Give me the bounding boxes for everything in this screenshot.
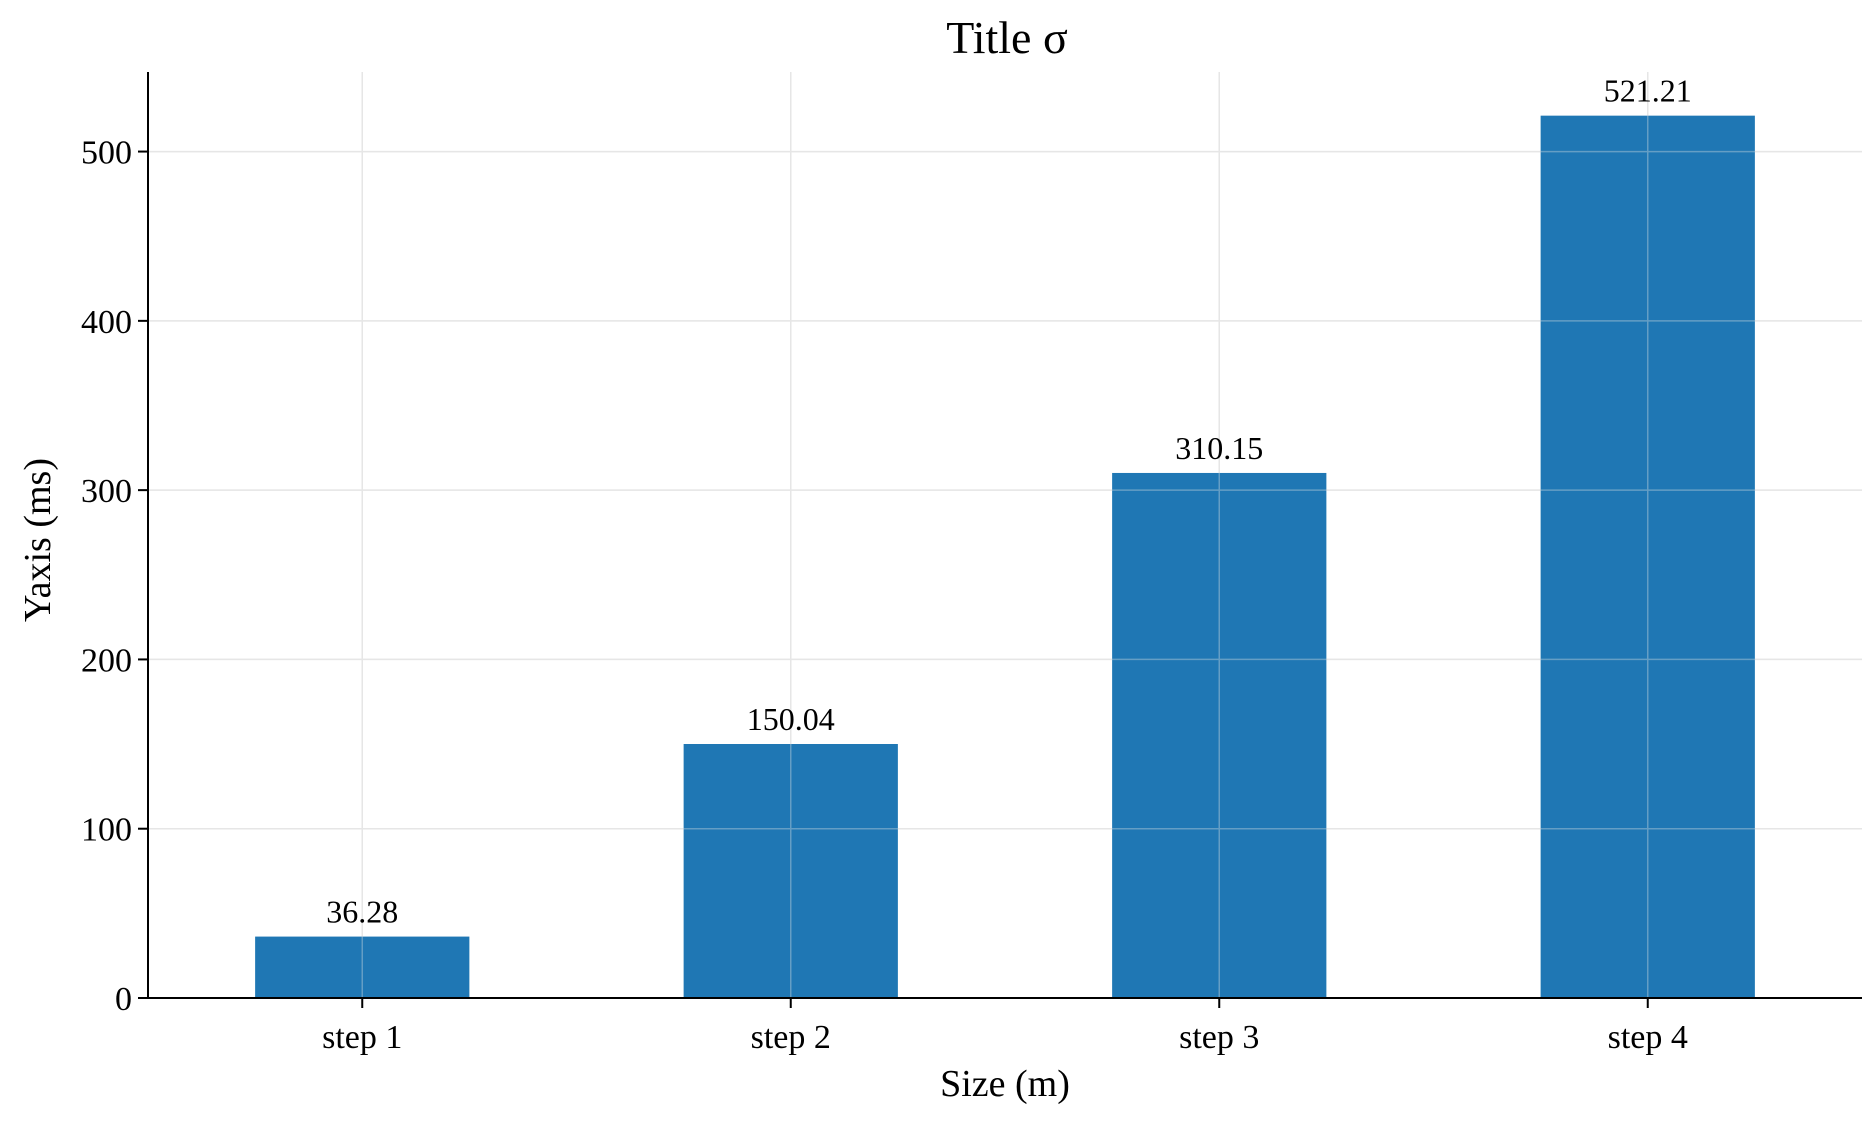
y-tick-label: 500 [81, 135, 132, 172]
y-axis-ticks: 0 100 200 300 400 500 [81, 135, 148, 1018]
chart-title-text: Title σ [946, 12, 1068, 63]
x-tick-label: step 2 [751, 1019, 831, 1056]
y-tick-label: 200 [81, 642, 132, 679]
y-tick-label: 100 [81, 812, 132, 849]
bar [1112, 472, 1327, 998]
chart-title: Title σ [946, 12, 1068, 63]
bar-value-label: 521.21 [1604, 73, 1692, 109]
bars [255, 115, 1755, 998]
x-axis-ticks: step 1 step 2 step 3 step 4 [322, 998, 1688, 1056]
x-tick-label: step 1 [322, 1019, 402, 1056]
bar-value-label: 36.28 [326, 894, 398, 930]
x-tick-label: step 4 [1608, 1019, 1688, 1056]
y-tick-label: 300 [81, 473, 132, 510]
y-tick-label: 0 [115, 981, 132, 1018]
x-tick-label: step 3 [1179, 1019, 1259, 1056]
y-axis-label: Yaxis (ms) [17, 458, 59, 622]
bar-value-label: 150.04 [747, 701, 835, 737]
bar [1540, 115, 1755, 998]
bar [255, 936, 470, 998]
y-tick-label: 400 [81, 304, 132, 341]
bar-value-label: 310.15 [1175, 430, 1263, 466]
data-labels: 36.28 150.04 310.15 521.21 [326, 73, 1692, 930]
bar [683, 744, 898, 998]
x-axis-label: Size (m) [940, 1063, 1070, 1105]
